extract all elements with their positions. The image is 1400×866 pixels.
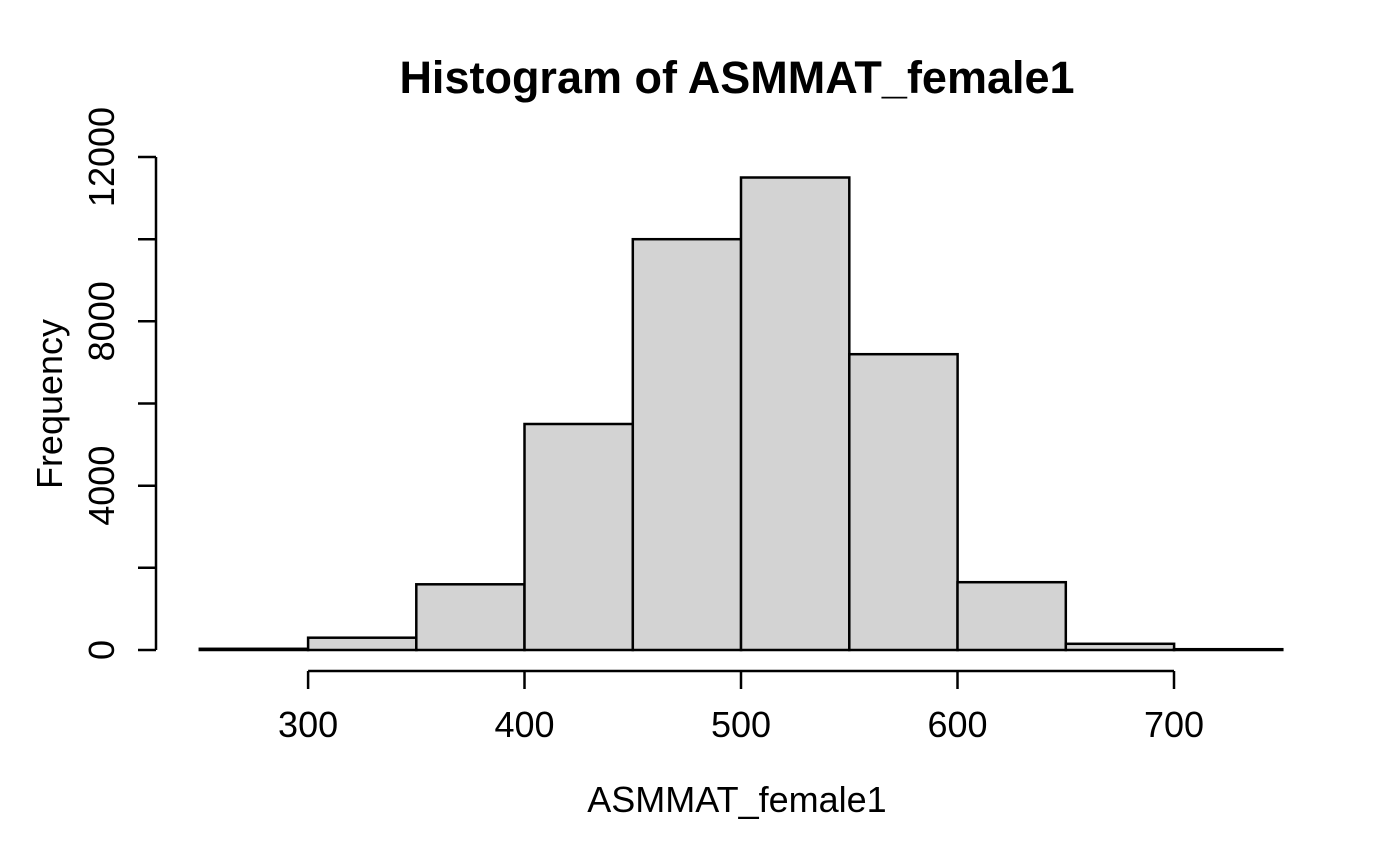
histogram-bar xyxy=(956,580,1068,652)
y-tick-label: 12000 xyxy=(81,107,122,207)
x-tick-label: 600 xyxy=(927,704,987,745)
y-tick-label: 4000 xyxy=(81,446,122,526)
y-axis-title: Frequency xyxy=(29,319,70,489)
y-tick-label: 0 xyxy=(81,640,122,660)
histogram-bar xyxy=(848,352,959,652)
x-tick-label: 700 xyxy=(1144,704,1204,745)
histogram-bar xyxy=(739,176,851,652)
histogram-bar xyxy=(1172,647,1284,652)
histogram-bar xyxy=(198,647,310,652)
histogram-bar xyxy=(1064,642,1176,652)
histogram-bar xyxy=(415,583,526,652)
x-tick-label: 500 xyxy=(711,704,771,745)
y-tick-label: 8000 xyxy=(81,281,122,361)
x-tick-label: 400 xyxy=(494,704,554,745)
chart-title: Histogram of ASMMAT_female1 xyxy=(399,52,1074,103)
x-axis-title: ASMMAT_female1 xyxy=(587,779,886,820)
y-axis: 0 4000 8000 12000 xyxy=(81,107,158,660)
histogram-bar xyxy=(631,237,743,652)
histogram-bar xyxy=(523,422,635,652)
x-axis: 300 400 500 600 700 xyxy=(278,669,1204,745)
histogram-bars xyxy=(198,176,1284,652)
x-tick-label: 300 xyxy=(278,704,338,745)
histogram-bar xyxy=(306,636,418,652)
